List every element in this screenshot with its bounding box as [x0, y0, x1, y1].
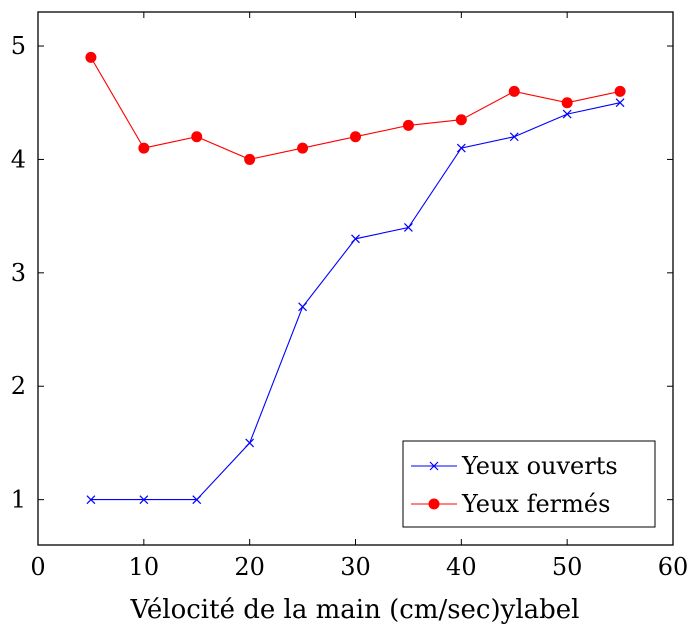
- y-tick-label: 4: [11, 145, 26, 173]
- x-tick-label: 30: [340, 553, 371, 581]
- data-point: [561, 97, 573, 109]
- data-point: [245, 438, 255, 448]
- y-tick-label: 5: [11, 32, 26, 60]
- data-point: [297, 142, 309, 154]
- x-tick-label: 0: [30, 553, 45, 581]
- legend: Yeux ouverts Yeux fermés: [402, 440, 656, 528]
- data-point: [138, 142, 150, 154]
- data-point: [614, 85, 626, 97]
- x-tick-label: 10: [129, 553, 160, 581]
- data-point: [244, 153, 256, 165]
- data-point: [350, 131, 361, 143]
- legend-marker: [429, 461, 439, 471]
- data-point: [508, 85, 520, 97]
- axis-ticks: 0 10 20 30 40 50 60 1 2 3 4 5: [11, 12, 689, 581]
- legend-box: [402, 440, 656, 528]
- x-tick-label: 20: [234, 553, 265, 581]
- data-point: [403, 223, 413, 232]
- legend-marker: [428, 498, 440, 510]
- data-point: [456, 143, 466, 153]
- y-tick-label: 2: [11, 372, 26, 400]
- data-point: [455, 114, 467, 126]
- x-tick-label: 50: [552, 553, 583, 581]
- data-point: [351, 234, 360, 244]
- data-point: [562, 109, 572, 119]
- data-point: [298, 302, 308, 312]
- data-point: [139, 495, 149, 505]
- y-tick-label: 1: [11, 486, 26, 514]
- data-point: [86, 495, 96, 505]
- data-point: [191, 131, 203, 143]
- data-point: [402, 119, 414, 131]
- series-line-2: [90, 57, 621, 160]
- legend-label: Yeux fermés: [461, 490, 610, 518]
- data-point: [615, 98, 625, 108]
- series-line-1: [90, 102, 621, 501]
- x-axis-label: Vélocité de la main (cm/sec)ylabel: [130, 595, 580, 625]
- x-tick-label: 60: [658, 553, 689, 581]
- x-tick-label: 40: [446, 553, 477, 581]
- legend-label: Yeux ouverts: [461, 452, 618, 480]
- data-point: [85, 51, 97, 63]
- y-tick-label: 3: [11, 259, 26, 287]
- plot-marks: [85, 51, 626, 505]
- data-point: [509, 132, 519, 142]
- data-point: [192, 495, 202, 505]
